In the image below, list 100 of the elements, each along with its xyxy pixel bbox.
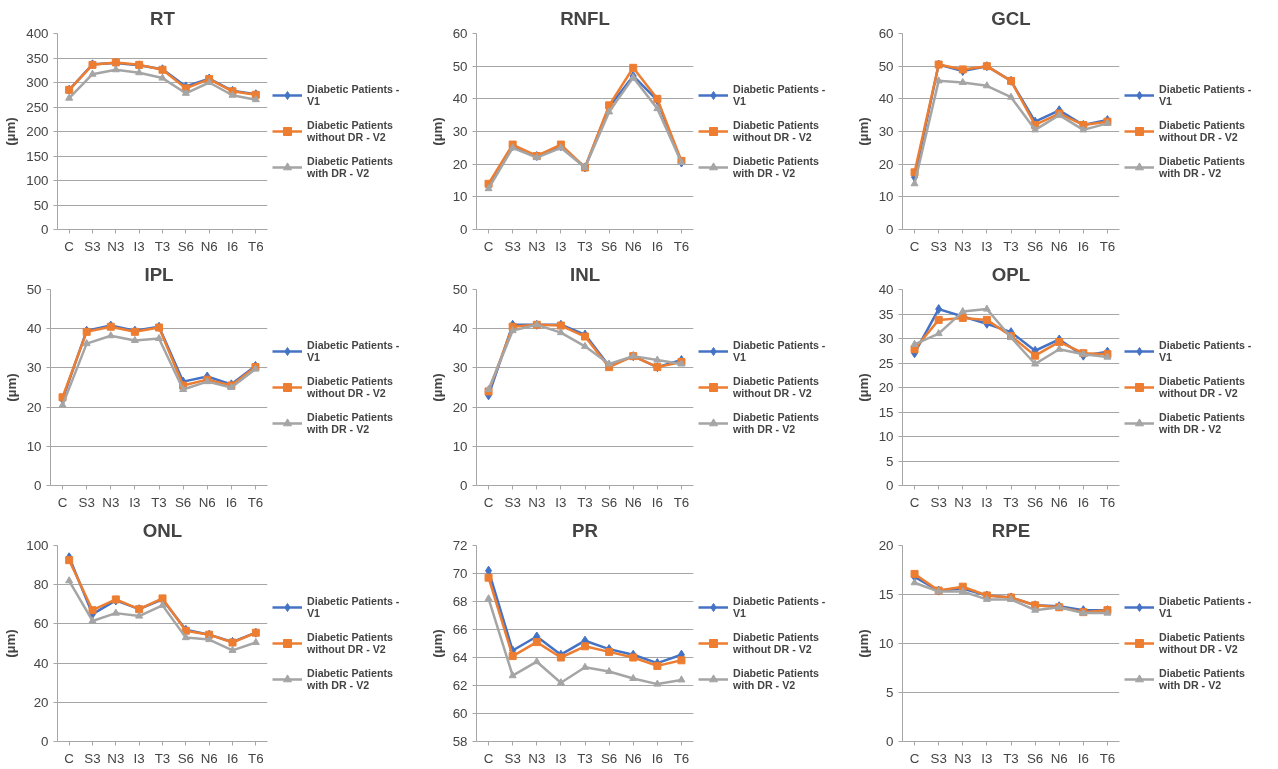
x-tick-label: T3 (1003, 238, 1019, 254)
x-tick-label: I6 (1077, 750, 1089, 766)
y-tick-label: 10 (452, 438, 468, 454)
x-tick-label: N3 (528, 494, 546, 510)
x-tick-label: I6 (225, 494, 237, 510)
y-tick-label: 30 (452, 360, 468, 376)
y-tick-label: 0 (886, 478, 894, 493)
legend-label: Diabetic Patients - V1 (733, 82, 826, 109)
x-tick-label: T3 (577, 494, 593, 510)
y-tick-label: 40 (452, 321, 468, 337)
y-tick-label: 20 (452, 399, 468, 415)
x-tick-label: S6 (1026, 238, 1044, 254)
y-tick-label: 20 (33, 694, 49, 710)
legend-label: Diabetic Patients without DR - V2 (733, 118, 819, 145)
x-tick-label: T6 (673, 238, 690, 254)
legend-label: Diabetic Patients with DR - V2 (1159, 666, 1245, 693)
legend-label: Diabetic Patients - V1 (307, 338, 400, 365)
chart-title: ONL (142, 519, 183, 541)
y-tick-label: 20 (878, 380, 894, 395)
y-tick-label: 20 (878, 156, 894, 172)
x-tick-label: T3 (1003, 494, 1019, 510)
legend-label: Diabetic Patients without DR - V2 (307, 118, 393, 145)
y-axis-title: (µm) (3, 117, 19, 146)
x-tick-label: S6 (600, 238, 618, 254)
x-tick-label: T3 (151, 494, 167, 510)
x-tick-label: C (483, 750, 494, 766)
y-tick-label: 100 (26, 538, 49, 553)
x-tick-label: C (483, 494, 494, 510)
y-tick-label: 100 (26, 173, 49, 188)
x-tick-label: S3 (930, 238, 947, 254)
legend-label: Diabetic Patients with DR - V2 (733, 410, 819, 437)
x-tick-label: N6 (1050, 238, 1068, 254)
legend-label: Diabetic Patients - V1 (307, 82, 400, 109)
y-tick-label: 30 (452, 124, 468, 139)
legend-label: Diabetic Patients - V1 (1159, 82, 1252, 109)
x-tick-label: I6 (1077, 494, 1089, 510)
x-tick-label: S3 (504, 494, 521, 510)
y-tick-label: 150 (26, 148, 49, 164)
legend-label: Diabetic Patients - V1 (307, 594, 400, 621)
y-tick-label: 0 (886, 222, 894, 237)
y-tick-label: 30 (26, 360, 42, 376)
chart-title: RPE (991, 519, 1031, 541)
y-tick-label: 50 (26, 282, 42, 297)
x-tick-label: I3 (129, 494, 141, 510)
legend-label: Diabetic Patients - V1 (1159, 338, 1252, 365)
x-tick-label: T3 (577, 750, 593, 766)
legend-label: Diabetic Patients - V1 (733, 338, 826, 365)
x-tick-label: N3 (954, 238, 972, 254)
x-tick-label: I3 (555, 494, 567, 510)
chart-title: IPL (144, 263, 174, 285)
y-axis-title: (µm) (429, 629, 445, 658)
y-axis-title: (µm) (429, 373, 445, 402)
x-tick-label: S6 (600, 494, 618, 510)
x-tick-label: T6 (1099, 494, 1116, 510)
x-tick-label: C (57, 494, 68, 510)
legend-label: Diabetic Patients without DR - V2 (733, 630, 819, 657)
x-tick-label: S3 (78, 494, 95, 510)
x-tick-label: N3 (954, 750, 972, 766)
x-tick-label: T6 (673, 750, 690, 766)
y-tick-label: 10 (878, 636, 894, 651)
y-tick-label: 60 (878, 26, 894, 41)
x-tick-label: N6 (198, 494, 216, 510)
legend-label: Diabetic Patients with DR - V2 (1159, 154, 1245, 181)
y-tick-label: 15 (878, 404, 894, 420)
x-tick-label: T6 (248, 750, 264, 766)
legend-label: Diabetic Patients without DR - V2 (1159, 630, 1245, 657)
x-tick-label: T6 (247, 494, 264, 510)
x-tick-label: I3 (981, 238, 993, 254)
x-tick-label: N3 (528, 750, 546, 766)
x-tick-label: I6 (651, 750, 663, 766)
x-tick-label: T3 (154, 238, 171, 254)
x-tick-label: N6 (1050, 494, 1068, 510)
x-tick-label: S3 (504, 750, 521, 766)
x-tick-label: N6 (624, 494, 642, 510)
y-tick-label: 10 (878, 189, 894, 205)
y-tick-label: 300 (26, 75, 49, 90)
x-tick-label: N6 (200, 750, 218, 766)
y-tick-label: 50 (878, 58, 894, 74)
y-tick-label: 60 (33, 616, 49, 632)
x-tick-label: T6 (673, 494, 690, 510)
x-tick-label: I3 (133, 750, 145, 766)
chart-title: PR (572, 519, 599, 541)
x-tick-label: S3 (504, 238, 521, 254)
x-tick-label: S6 (177, 750, 194, 766)
y-tick-label: 70 (452, 566, 468, 581)
y-tick-label: 25 (878, 355, 894, 371)
y-tick-label: 30 (878, 331, 894, 346)
x-tick-label: S6 (177, 238, 194, 254)
y-tick-label: 66 (452, 622, 468, 637)
y-tick-label: 350 (26, 50, 49, 66)
y-tick-label: 200 (26, 124, 49, 139)
y-tick-label: 58 (452, 734, 468, 749)
x-tick-label: I6 (226, 750, 239, 766)
y-tick-label: 20 (26, 399, 42, 415)
y-tick-label: 10 (878, 429, 894, 444)
x-tick-label: N3 (954, 494, 972, 510)
chart-title: OPL (991, 263, 1031, 285)
x-tick-label: T6 (248, 238, 264, 254)
legend-label: Diabetic Patients without DR - V2 (1159, 374, 1245, 401)
x-tick-label: T6 (1099, 750, 1116, 766)
